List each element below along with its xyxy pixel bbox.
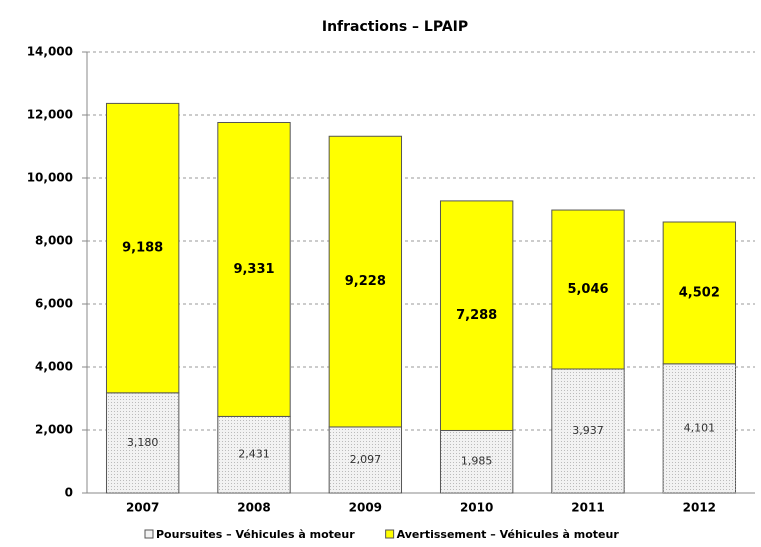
data-label: 4,502 bbox=[679, 285, 720, 300]
bar-segment bbox=[551, 209, 625, 370]
bar-texture bbox=[329, 426, 402, 493]
legend-swatch bbox=[385, 529, 395, 539]
bar-texture bbox=[440, 430, 513, 493]
y-tick-label: 4,000 bbox=[35, 360, 73, 374]
bar-segment bbox=[439, 200, 514, 431]
y-tick-label: 12,000 bbox=[27, 108, 73, 122]
y-tick-label: 0 bbox=[65, 486, 73, 500]
x-tick-label: 2012 bbox=[683, 501, 716, 515]
legend-swatch bbox=[144, 529, 154, 539]
x-tick-label: 2011 bbox=[571, 501, 604, 515]
bar-segment bbox=[662, 221, 737, 365]
bar-segment bbox=[328, 135, 403, 428]
y-tick-label: 2,000 bbox=[35, 423, 73, 437]
x-tick-label: 2008 bbox=[237, 501, 270, 515]
x-tick-label: 2010 bbox=[460, 501, 493, 515]
data-label: 9,331 bbox=[233, 262, 274, 277]
legend-label: Poursuites – Véhicules à moteur bbox=[156, 528, 355, 541]
y-tick-label: 14,000 bbox=[27, 45, 73, 59]
y-tick-label: 10,000 bbox=[27, 171, 73, 185]
data-label: 3,937 bbox=[572, 424, 604, 437]
data-label: 5,046 bbox=[567, 282, 608, 297]
bar-segment bbox=[105, 102, 180, 394]
legend-label: Avertissement – Véhicules à moteur bbox=[397, 528, 620, 541]
bar-texture bbox=[217, 416, 291, 493]
data-label: 4,101 bbox=[684, 421, 716, 434]
bar-texture bbox=[551, 368, 625, 493]
data-label: 3,180 bbox=[127, 436, 159, 449]
bar-texture bbox=[663, 363, 736, 493]
data-label: 9,228 bbox=[345, 274, 386, 289]
x-tick-label: 2009 bbox=[349, 501, 382, 515]
data-label: 2,431 bbox=[238, 448, 270, 461]
y-tick-label: 8,000 bbox=[35, 234, 73, 248]
data-label: 9,188 bbox=[122, 241, 163, 256]
data-label: 7,288 bbox=[456, 308, 497, 323]
data-label: 2,097 bbox=[350, 453, 382, 466]
y-tick-label: 6,000 bbox=[35, 297, 73, 311]
bar-texture bbox=[106, 392, 179, 493]
bar-segment bbox=[217, 121, 291, 417]
x-tick-label: 2007 bbox=[126, 501, 159, 515]
chart-title: Infractions – LPAIP bbox=[322, 19, 468, 35]
data-label: 1,985 bbox=[461, 455, 493, 468]
